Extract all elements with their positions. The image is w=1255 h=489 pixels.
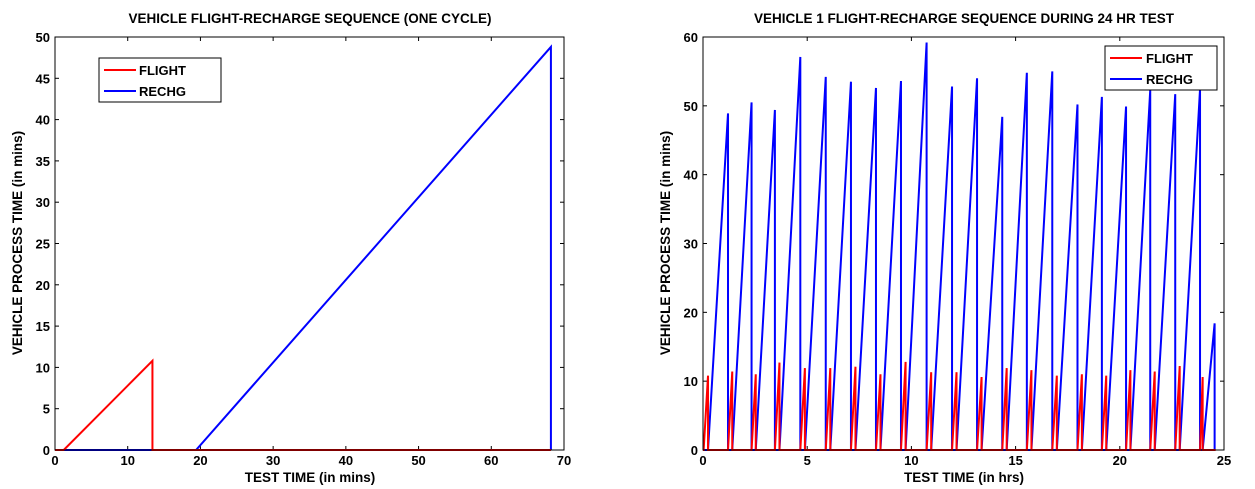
chart1-legend-box xyxy=(98,57,222,103)
chart-one-cycle: VEHICLE FLIGHT-RECHARGE SEQUENCE (ONE CY… xyxy=(10,11,571,485)
chart2-y-ticks: 0 10 20 30 40 50 60 xyxy=(684,30,1224,458)
chart1-x-ticks: 0 10 20 30 40 50 60 70 xyxy=(51,37,571,468)
chart1-axes-box xyxy=(54,36,565,451)
chart1-y-tick-label: 45 xyxy=(36,71,50,86)
chart2-y-tick-label: 20 xyxy=(684,305,698,320)
chart2-y-tick-label: 40 xyxy=(684,168,698,183)
chart1-x-tick-label: 40 xyxy=(339,453,353,468)
chart1-y-tick-label: 35 xyxy=(36,154,50,169)
chart2-x-tick-label: 5 xyxy=(804,453,811,468)
chart1-x-label: TEST TIME (in mins) xyxy=(245,470,376,485)
chart1-legend-flight-label: FLIGHT xyxy=(139,63,186,78)
chart1-x-tick-label: 10 xyxy=(120,453,134,468)
chart1-y-tick-label: 40 xyxy=(36,113,50,128)
chart2-legend-rechg-label: RECHG xyxy=(1146,72,1193,87)
chart1-x-tick-label: 70 xyxy=(557,453,571,468)
chart1-x-tick-label: 20 xyxy=(193,453,207,468)
chart2-x-label: TEST TIME (in hrs) xyxy=(904,470,1024,485)
chart2-y-label: VEHICLE PROCESS TIME (in mins) xyxy=(658,131,673,355)
chart2-series-rechg-line xyxy=(703,42,1216,451)
chart1-y-tick-label: 25 xyxy=(36,237,50,252)
chart2-x-tick-label: 0 xyxy=(699,453,706,468)
chart2-y-tick-label: 10 xyxy=(684,374,698,389)
chart1-y-ticks: 0 5 10 15 20 25 30 35 40 45 50 xyxy=(36,30,564,458)
chart1-y-tick-label: 20 xyxy=(36,278,50,293)
chart2-series-flight-line xyxy=(702,361,1216,451)
chart1-y-tick-label: 5 xyxy=(43,402,50,417)
chart1-x-tick-label: 30 xyxy=(266,453,280,468)
chart2-x-tick-label: 10 xyxy=(904,453,918,468)
chart2-plot-area xyxy=(702,36,1225,451)
chart1-y-tick-label: 0 xyxy=(43,443,50,458)
chart2-x-tick-label: 15 xyxy=(1008,453,1022,468)
chart1-y-tick-label: 15 xyxy=(36,319,50,334)
chart1-plot-area xyxy=(54,36,565,451)
chart1-x-tick-label: 0 xyxy=(51,453,58,468)
chart2-y-tick-label: 0 xyxy=(691,443,698,458)
chart-24hr-test: VEHICLE 1 FLIGHT-RECHARGE SEQUENCE DURIN… xyxy=(658,11,1231,485)
chart1-title: VEHICLE FLIGHT-RECHARGE SEQUENCE (ONE CY… xyxy=(128,11,491,26)
chart1-y-tick-label: 10 xyxy=(36,360,50,375)
chart2-x-tick-label: 25 xyxy=(1217,453,1231,468)
chart2-legend-box xyxy=(1104,45,1218,91)
chart2-legend-flight-label: FLIGHT xyxy=(1146,51,1193,66)
chart1-y-tick-label: 50 xyxy=(36,30,50,45)
chart2-x-ticks: 0 5 10 15 20 25 xyxy=(699,37,1231,468)
chart1-legend-rechg-label: RECHG xyxy=(139,84,186,99)
chart2-x-tick-label: 20 xyxy=(1113,453,1127,468)
chart2-y-tick-label: 50 xyxy=(684,99,698,114)
chart1-legend: FLIGHT RECHG xyxy=(98,57,222,103)
chart2-axes-box xyxy=(702,36,1225,451)
chart1-x-tick-label: 50 xyxy=(411,453,425,468)
chart2-y-tick-label: 30 xyxy=(684,237,698,252)
chart2-legend: FLIGHT RECHG xyxy=(1104,45,1218,91)
chart1-x-tick-label: 60 xyxy=(484,453,498,468)
chart2-series xyxy=(702,42,1216,451)
chart2-y-tick-label: 60 xyxy=(684,30,698,45)
chart1-y-tick-label: 30 xyxy=(36,195,50,210)
chart2-title: VEHICLE 1 FLIGHT-RECHARGE SEQUENCE DURIN… xyxy=(754,11,1175,26)
chart1-y-label: VEHICLE PROCESS TIME (in mins) xyxy=(10,131,25,355)
